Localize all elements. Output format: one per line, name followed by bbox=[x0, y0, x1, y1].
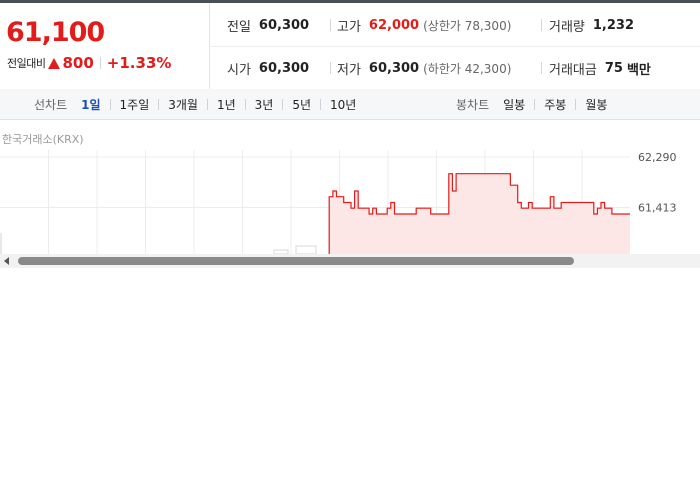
volume-label: 거래량 bbox=[549, 20, 585, 35]
tab-daily[interactable]: 일봉 bbox=[503, 97, 526, 112]
tab-monthly[interactable]: 월봉 bbox=[585, 97, 608, 112]
price-chart-svg: 62,290 61,413 60,536 bbox=[0, 150, 677, 254]
tab-5y[interactable]: 5년 bbox=[292, 97, 312, 112]
prev-close-value: 60,300 bbox=[258, 18, 310, 33]
divider bbox=[244, 98, 246, 110]
scroll-thumb[interactable] bbox=[18, 257, 574, 265]
pre-session-mark bbox=[273, 249, 289, 254]
quote-panel: 61,100 전일대비 800 +1.33% 전일 60,300 고가 62,0… bbox=[0, 3, 700, 90]
tab-3y[interactable]: 3년 bbox=[254, 97, 274, 112]
low-price: 저가 60,300 (하한가 42,300) bbox=[337, 59, 511, 78]
data-source: 한국거래소(KRX) bbox=[2, 133, 84, 146]
triangle-up-icon bbox=[48, 57, 61, 69]
lower-limit: (하한가 42,300) bbox=[423, 62, 512, 76]
y-tick-label: 60,536 bbox=[638, 252, 677, 254]
divider bbox=[330, 19, 331, 31]
candle-chart-tabs: 봉차트 일봉 주봉 월봉 bbox=[456, 89, 609, 119]
chart-tabs: 선차트 1일 1주일 3개월 1년 3년 5년 10년 봉차트 일봉 주봉 월봉 bbox=[0, 89, 700, 120]
high-price: 고가 62,000 (상한가 78,300) bbox=[337, 16, 511, 35]
divider bbox=[158, 98, 160, 110]
high-value: 62,000 bbox=[368, 18, 420, 33]
candle-chart-title: 봉차트 bbox=[456, 97, 490, 112]
low-value: 60,300 bbox=[368, 61, 420, 76]
price-line bbox=[328, 173, 630, 254]
high-label: 고가 bbox=[337, 20, 361, 35]
open-price: 시가 60,300 bbox=[227, 59, 309, 78]
divider bbox=[206, 98, 208, 110]
divider bbox=[320, 98, 322, 110]
current-price: 61,100 bbox=[6, 17, 105, 48]
chart-scrollbar[interactable] bbox=[0, 254, 700, 268]
tab-10y[interactable]: 10년 bbox=[330, 97, 357, 112]
low-label: 저가 bbox=[337, 63, 361, 78]
divider bbox=[534, 98, 536, 110]
divider bbox=[99, 57, 101, 69]
prev-close-label: 전일 bbox=[227, 20, 251, 35]
scroll-left-icon[interactable] bbox=[4, 257, 9, 265]
divider bbox=[282, 98, 284, 110]
row-divider bbox=[210, 46, 700, 47]
divider bbox=[541, 62, 542, 74]
open-label: 시가 bbox=[227, 63, 251, 78]
trade-value-label: 거래대금 bbox=[549, 63, 597, 78]
line-chart-tabs: 선차트 1일 1주일 3개월 1년 3년 5년 10년 bbox=[34, 89, 358, 119]
change-rate: +1.33% bbox=[106, 54, 172, 72]
price-box: 61,100 전일대비 800 +1.33% bbox=[0, 3, 210, 89]
open-value: 60,300 bbox=[258, 61, 310, 76]
price-chart: 62,290 61,413 60,536 bbox=[0, 150, 700, 254]
volume-value: 1,232 bbox=[592, 18, 635, 33]
line-chart-title: 선차트 bbox=[34, 97, 68, 112]
tab-1y[interactable]: 1년 bbox=[216, 97, 236, 112]
change-row: 전일대비 800 +1.33% bbox=[7, 54, 171, 72]
top-border bbox=[0, 0, 700, 3]
trade-value-amount: 75 bbox=[604, 61, 623, 76]
tab-weekly[interactable]: 주봉 bbox=[544, 97, 567, 112]
divider bbox=[575, 98, 577, 110]
y-tick-label: 61,413 bbox=[638, 202, 677, 215]
divider bbox=[109, 98, 111, 110]
trade-value-unit: 백만 bbox=[626, 63, 651, 78]
price-area bbox=[322, 173, 630, 254]
volume: 거래량 1,232 bbox=[549, 16, 634, 35]
divider bbox=[541, 19, 542, 31]
upper-limit: (상한가 78,300) bbox=[423, 19, 512, 33]
trade-value: 거래대금 75 백만 bbox=[549, 59, 651, 78]
tab-1w[interactable]: 1주일 bbox=[119, 97, 150, 112]
y-tick-label: 62,290 bbox=[638, 151, 677, 164]
divider bbox=[330, 62, 331, 74]
change-label: 전일대비 bbox=[7, 57, 46, 70]
change-amount: 800 bbox=[62, 54, 94, 72]
pre-session-mark bbox=[295, 245, 317, 254]
tab-1d[interactable]: 1일 bbox=[81, 97, 101, 112]
tab-3m[interactable]: 3개월 bbox=[168, 97, 198, 112]
prev-close: 전일 60,300 bbox=[227, 16, 309, 35]
